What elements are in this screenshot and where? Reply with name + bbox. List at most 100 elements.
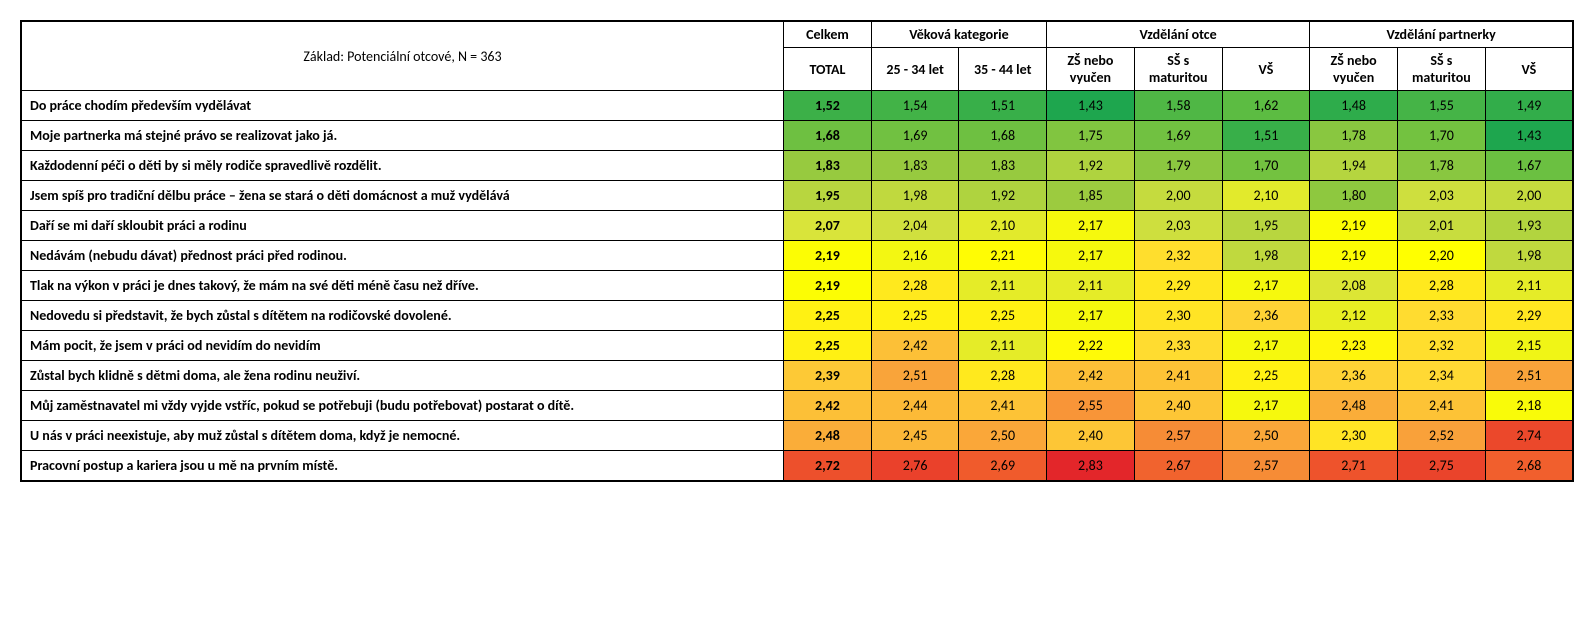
value-cell: 1,51 bbox=[1222, 121, 1310, 151]
value-cell-total: 2,39 bbox=[784, 361, 872, 391]
value-cell: 1,69 bbox=[871, 121, 959, 151]
value-cell: 2,00 bbox=[1485, 181, 1573, 211]
value-cell-total: 2,42 bbox=[784, 391, 872, 421]
value-cell: 1,78 bbox=[1397, 151, 1485, 181]
value-cell: 1,95 bbox=[1222, 211, 1310, 241]
value-cell: 1,92 bbox=[1047, 151, 1135, 181]
value-cell: 2,20 bbox=[1397, 241, 1485, 271]
value-cell: 2,04 bbox=[871, 211, 959, 241]
value-cell-total: 2,72 bbox=[784, 451, 872, 482]
value-cell: 1,83 bbox=[871, 151, 959, 181]
header-sub-partner-2: VŠ bbox=[1485, 48, 1573, 91]
row-label: Moje partnerka má stejné právo se realiz… bbox=[21, 121, 784, 151]
row-label: Jsem spíš pro tradiční dělbu práce – žen… bbox=[21, 181, 784, 211]
table-row: Zůstal bych klidně s dětmi doma, ale žen… bbox=[21, 361, 1573, 391]
row-label: Daří se mi daří skloubit práci a rodinu bbox=[21, 211, 784, 241]
value-cell: 2,50 bbox=[1222, 421, 1310, 451]
value-cell: 2,03 bbox=[1397, 181, 1485, 211]
value-cell: 2,55 bbox=[1047, 391, 1135, 421]
table-row: Moje partnerka má stejné právo se realiz… bbox=[21, 121, 1573, 151]
row-label: Nedovedu si představit, že bych zůstal s… bbox=[21, 301, 784, 331]
value-cell: 2,48 bbox=[1310, 391, 1398, 421]
value-cell: 2,17 bbox=[1222, 271, 1310, 301]
value-cell: 2,25 bbox=[1222, 361, 1310, 391]
value-cell: 2,11 bbox=[1047, 271, 1135, 301]
table-row: Tlak na výkon v práci je dnes takový, že… bbox=[21, 271, 1573, 301]
value-cell: 1,80 bbox=[1310, 181, 1398, 211]
value-cell: 1,85 bbox=[1047, 181, 1135, 211]
value-cell: 1,54 bbox=[871, 91, 959, 121]
header-sub-partner-0: ZŠ nebo vyučen bbox=[1310, 48, 1398, 91]
value-cell: 1,69 bbox=[1134, 121, 1222, 151]
value-cell: 2,50 bbox=[959, 421, 1047, 451]
value-cell: 2,23 bbox=[1310, 331, 1398, 361]
value-cell: 2,51 bbox=[1485, 361, 1573, 391]
value-cell: 1,55 bbox=[1397, 91, 1485, 121]
header-group-father-edu: Vzdělání otce bbox=[1047, 21, 1310, 48]
row-label: Každodenní péči o děti by si měly rodiče… bbox=[21, 151, 784, 181]
value-cell: 1,58 bbox=[1134, 91, 1222, 121]
value-cell: 2,11 bbox=[959, 271, 1047, 301]
value-cell: 2,25 bbox=[959, 301, 1047, 331]
table-header: Základ: Potenciální otcové, N = 363 Celk… bbox=[21, 21, 1573, 91]
value-cell: 2,22 bbox=[1047, 331, 1135, 361]
value-cell: 2,40 bbox=[1134, 391, 1222, 421]
row-label: Pracovní postup a kariera jsou u mě na p… bbox=[21, 451, 784, 482]
table-row: U nás v práci neexistuje, aby muž zůstal… bbox=[21, 421, 1573, 451]
value-cell: 2,57 bbox=[1222, 451, 1310, 482]
caption-cell: Základ: Potenciální otcové, N = 363 bbox=[21, 21, 784, 91]
value-cell: 2,69 bbox=[959, 451, 1047, 482]
value-cell: 1,92 bbox=[959, 181, 1047, 211]
value-cell-total: 2,25 bbox=[784, 331, 872, 361]
header-group-age: Věková kategorie bbox=[871, 21, 1046, 48]
table-row: Jsem spíš pro tradiční dělbu práce – žen… bbox=[21, 181, 1573, 211]
value-cell: 2,03 bbox=[1134, 211, 1222, 241]
value-cell: 2,34 bbox=[1397, 361, 1485, 391]
value-cell: 1,67 bbox=[1485, 151, 1573, 181]
value-cell: 1,75 bbox=[1047, 121, 1135, 151]
value-cell: 2,15 bbox=[1485, 331, 1573, 361]
value-cell: 2,71 bbox=[1310, 451, 1398, 482]
table-row: Každodenní péči o děti by si měly rodiče… bbox=[21, 151, 1573, 181]
value-cell: 2,33 bbox=[1134, 331, 1222, 361]
value-cell: 1,49 bbox=[1485, 91, 1573, 121]
value-cell: 1,51 bbox=[959, 91, 1047, 121]
value-cell: 2,30 bbox=[1310, 421, 1398, 451]
value-cell: 2,41 bbox=[1134, 361, 1222, 391]
value-cell: 2,41 bbox=[1397, 391, 1485, 421]
value-cell-total: 1,83 bbox=[784, 151, 872, 181]
value-cell: 2,42 bbox=[1047, 361, 1135, 391]
value-cell: 2,00 bbox=[1134, 181, 1222, 211]
value-cell: 2,18 bbox=[1485, 391, 1573, 421]
value-cell: 2,29 bbox=[1134, 271, 1222, 301]
value-cell-total: 1,68 bbox=[784, 121, 872, 151]
value-cell: 1,83 bbox=[959, 151, 1047, 181]
value-cell: 2,08 bbox=[1310, 271, 1398, 301]
value-cell: 2,42 bbox=[871, 331, 959, 361]
value-cell: 2,52 bbox=[1397, 421, 1485, 451]
value-cell: 2,17 bbox=[1047, 241, 1135, 271]
value-cell: 2,17 bbox=[1047, 301, 1135, 331]
value-cell: 2,57 bbox=[1134, 421, 1222, 451]
value-cell: 2,17 bbox=[1222, 391, 1310, 421]
value-cell: 2,40 bbox=[1047, 421, 1135, 451]
value-cell: 2,10 bbox=[959, 211, 1047, 241]
value-cell: 1,62 bbox=[1222, 91, 1310, 121]
table-row: Nedovedu si představit, že bych zůstal s… bbox=[21, 301, 1573, 331]
value-cell: 2,45 bbox=[871, 421, 959, 451]
value-cell: 1,79 bbox=[1134, 151, 1222, 181]
row-label: Do práce chodím především vydělávat bbox=[21, 91, 784, 121]
value-cell-total: 1,52 bbox=[784, 91, 872, 121]
value-cell: 2,32 bbox=[1134, 241, 1222, 271]
value-cell-total: 2,19 bbox=[784, 271, 872, 301]
value-cell: 2,19 bbox=[1310, 211, 1398, 241]
row-label: Mám pocit, že jsem v práci od nevidím do… bbox=[21, 331, 784, 361]
value-cell: 2,21 bbox=[959, 241, 1047, 271]
value-cell: 2,83 bbox=[1047, 451, 1135, 482]
value-cell: 1,98 bbox=[871, 181, 959, 211]
row-label: Tlak na výkon v práci je dnes takový, že… bbox=[21, 271, 784, 301]
header-sub-total: TOTAL bbox=[784, 48, 872, 91]
header-sub-age-0: 25 - 34 let bbox=[871, 48, 959, 91]
header-sub-age-1: 35 - 44 let bbox=[959, 48, 1047, 91]
table-row: Do práce chodím především vydělávat1,521… bbox=[21, 91, 1573, 121]
